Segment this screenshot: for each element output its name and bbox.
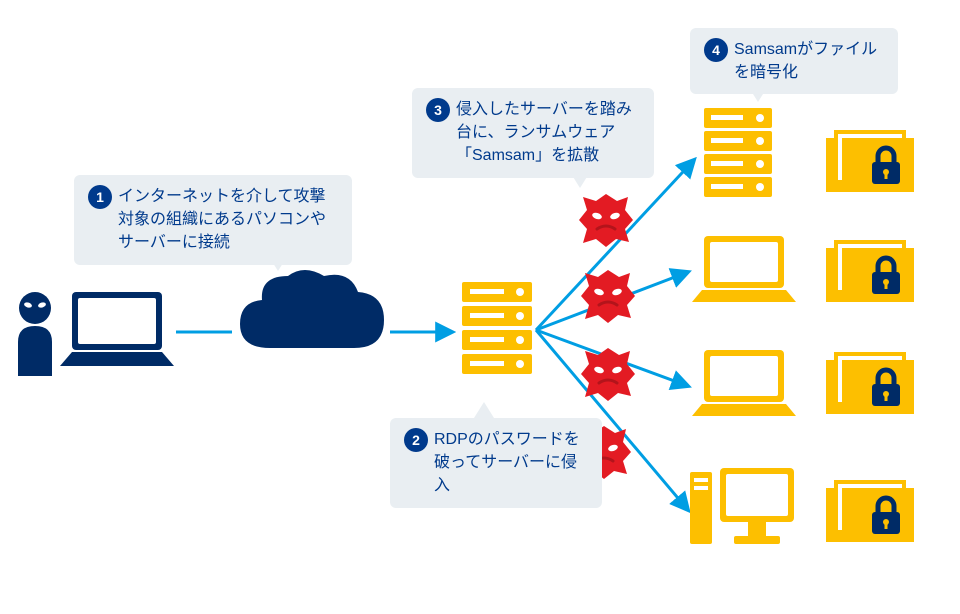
step-text-2: RDPのパスワードを破ってサーバーに侵入 bbox=[434, 428, 588, 498]
target-desktop-icon bbox=[690, 462, 798, 552]
step-text-4: Samsamがファイルを暗号化 bbox=[734, 38, 884, 84]
step-badge-3: 3 bbox=[426, 98, 450, 122]
encrypted-file-icon-2 bbox=[826, 240, 914, 310]
step-text-1: インターネットを介して攻撃対象の組織にあるパソコンやサーバーに接続 bbox=[118, 185, 338, 255]
callout-tail-3 bbox=[570, 172, 590, 188]
target-laptop-icon-2 bbox=[690, 346, 798, 418]
target-server-icon bbox=[702, 106, 774, 200]
step-badge-1: 1 bbox=[88, 185, 112, 209]
callout-tail-4 bbox=[748, 86, 768, 102]
step-badge-4: 4 bbox=[704, 38, 728, 62]
step-text-3: 侵入したサーバーを踏み台に、ランサムウェア「Samsam」を拡散 bbox=[456, 98, 640, 168]
attacker-icon bbox=[16, 290, 54, 376]
step-badge-2: 2 bbox=[404, 428, 428, 452]
callout-step-3: 3 侵入したサーバーを踏み台に、ランサムウェア「Samsam」を拡散 bbox=[412, 88, 654, 178]
encrypted-file-icon-3 bbox=[826, 352, 914, 422]
encrypted-file-icon-1 bbox=[826, 130, 914, 200]
diagram-stage: 1 インターネットを介して攻撃対象の組織にあるパソコンやサーバーに接続 2 RD… bbox=[0, 0, 960, 614]
callout-step-1: 1 インターネットを介して攻撃対象の組織にあるパソコンやサーバーに接続 bbox=[74, 175, 352, 265]
compromised-server-icon bbox=[460, 280, 534, 378]
callout-tail-1 bbox=[268, 255, 288, 271]
attacker-laptop-icon bbox=[58, 288, 176, 368]
internet-cloud-icon bbox=[232, 264, 392, 368]
callout-step-2: 2 RDPのパスワードを破ってサーバーに侵入 bbox=[390, 418, 602, 508]
target-laptop-icon-1 bbox=[690, 232, 798, 304]
malware-icon-2 bbox=[580, 268, 636, 324]
malware-icon-3 bbox=[580, 346, 636, 402]
callout-step-4: 4 Samsamがファイルを暗号化 bbox=[690, 28, 898, 94]
callout-tail-2 bbox=[474, 402, 494, 418]
malware-icon-1 bbox=[578, 192, 634, 248]
encrypted-file-icon-4 bbox=[826, 480, 914, 550]
